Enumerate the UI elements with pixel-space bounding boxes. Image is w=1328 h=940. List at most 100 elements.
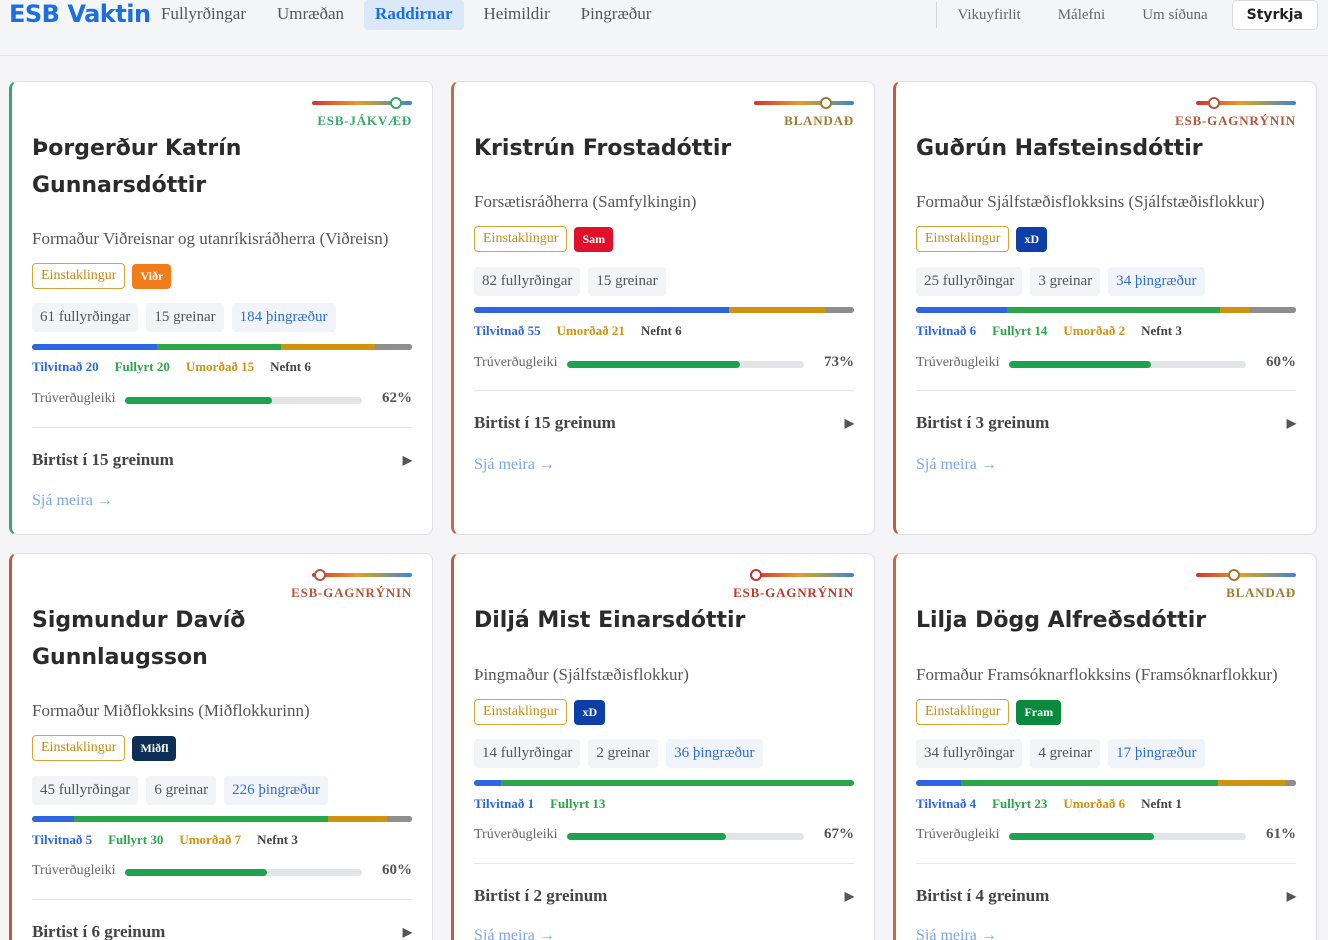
appears-in-label: Birtist í 4 greinum [916, 886, 1050, 905]
bar-tilvitnad [916, 780, 961, 786]
stance-spectrum [1196, 569, 1296, 581]
party-badge: Miðfl [132, 735, 177, 761]
stance-label: ESB-JÁKVÆÐ [317, 113, 412, 128]
badge-row: Einstaklingur Miðfl [32, 735, 177, 761]
credibility-value: 60% [382, 862, 412, 878]
credibility-track [125, 397, 362, 404]
legend-tilvitnad: Tilvitnað 55 [474, 323, 541, 338]
claims-count: 45 fullyrðingar [32, 776, 139, 805]
legend-nefnt: Nefnt 6 [270, 359, 311, 374]
credibility-label: Trúverðugleiki [32, 863, 116, 878]
bar-nefnt [386, 816, 412, 822]
credibility-label: Trúverðugleiki [916, 827, 1000, 842]
nav-malefni[interactable]: Málefni [1057, 6, 1106, 23]
articles-count: 2 greinar [588, 739, 659, 768]
appears-in-toggle[interactable]: Birtist í 2 greinum ▶ [474, 886, 854, 906]
stance-spectrum [750, 569, 854, 581]
person-name[interactable]: Þorgerður Katrín Gunnarsdóttir [32, 136, 242, 198]
appears-in-toggle[interactable]: Birtist í 6 greinum ▶ [32, 922, 412, 940]
party-badge: xD [1016, 226, 1048, 252]
stat-chips: 25 fullyrðingar 3 greinar 34 þingræður [916, 267, 1213, 296]
expand-triangle-icon: ▶ [844, 416, 854, 430]
see-more-link[interactable]: Sjá meira → [916, 927, 997, 940]
bar-umordad [1217, 780, 1285, 786]
speeches-link[interactable]: 17 þingræður [1108, 739, 1205, 768]
credibility-value: 73% [824, 354, 854, 370]
credibility-fill [567, 833, 726, 840]
bar-umordad [1219, 307, 1251, 313]
credibility-fill [1009, 833, 1154, 840]
citation-type-bar [916, 780, 1296, 786]
person-card[interactable]: ESB-GAGNRÝNIN Sigmundur Davíð Gunnlaugss… [9, 553, 433, 940]
nav-raddirnar[interactable]: Raddirnar [364, 0, 464, 30]
bar-umordad [728, 307, 827, 313]
type-badge: Einstaklingur [474, 226, 568, 252]
party-badge: xD [574, 699, 606, 725]
stance-marker [1208, 97, 1220, 109]
stance-spectrum [754, 97, 854, 109]
card-divider [916, 863, 1296, 864]
speeches-link[interactable]: 226 þingræður [224, 776, 329, 805]
credibility-value: 61% [1266, 826, 1296, 842]
person-card[interactable]: ESB-GAGNRÝNIN Guðrún Hafsteinsdóttir For… [893, 81, 1317, 535]
person-card[interactable]: ESB-JÁKVÆÐ Þorgerður Katrín Gunnarsdótti… [9, 81, 433, 535]
person-name[interactable]: Kristrún Frostadóttir [474, 136, 732, 161]
stance-marker [1228, 569, 1240, 581]
appears-in-toggle[interactable]: Birtist í 15 greinum ▶ [474, 413, 854, 433]
claims-count: 61 fullyrðingar [32, 303, 139, 332]
see-more-link[interactable]: Sjá meira → [32, 492, 113, 509]
nav-umraedan[interactable]: Umræðan [277, 4, 345, 23]
person-card[interactable]: ESB-GAGNRÝNIN Diljá Mist Einarsdóttir Þi… [451, 553, 875, 940]
card-divider [916, 390, 1296, 391]
credibility-track [567, 361, 804, 368]
bar-tilvitnad [474, 307, 729, 313]
person-name[interactable]: Lilja Dögg Alfreðsdóttir [916, 608, 1207, 633]
stat-chips: 82 fullyrðingar 15 greinar [474, 267, 674, 296]
legend-fullyrt: Fullyrt 30 [108, 832, 164, 847]
type-badge: Einstaklingur [474, 699, 568, 725]
stat-chips: 14 fullyrðingar 2 greinar 36 þingræður [474, 739, 771, 768]
party-badge: Viðr [132, 263, 172, 289]
bar-fullyrt [501, 780, 854, 786]
appears-in-label: Birtist í 15 greinum [32, 450, 174, 469]
site-logo[interactable]: ESB Vaktin [9, 0, 151, 28]
legend-tilvitnad: Tilvitnað 20 [32, 359, 99, 374]
person-card[interactable]: BLANDAÐ Lilja Dögg Alfreðsdóttir Formaðu… [893, 553, 1317, 940]
bar-tilvitnad [32, 344, 157, 350]
appears-in-toggle[interactable]: Birtist í 3 greinum ▶ [916, 413, 1296, 433]
type-badge: Einstaklingur [916, 699, 1010, 725]
person-name[interactable]: Guðrún Hafsteinsdóttir [916, 136, 1203, 161]
person-name[interactable]: Sigmundur Davíð Gunnlaugsson [32, 608, 246, 670]
person-card[interactable]: BLANDAÐ Kristrún Frostadóttir Forsætisrá… [451, 81, 875, 535]
see-more-link[interactable]: Sjá meira → [474, 927, 555, 940]
bar-umordad [327, 816, 387, 822]
see-more-link[interactable]: Sjá meira → [916, 456, 997, 473]
legend-tilvitnad: Tilvitnað 4 [916, 796, 977, 811]
bar-fullyrt [960, 780, 1218, 786]
citation-type-bar [474, 307, 854, 313]
speeches-link[interactable]: 36 þingræður [666, 739, 763, 768]
legend-fullyrt: Fullyrt 13 [550, 796, 606, 811]
donate-button[interactable]: Styrkja [1231, 0, 1318, 30]
nav-thingraedur[interactable]: Þingræður [580, 4, 652, 23]
see-more-link[interactable]: Sjá meira → [474, 456, 555, 473]
nav-fullyrdingar[interactable]: Fullyrðingar [161, 4, 246, 23]
bar-nefnt [374, 344, 412, 350]
speeches-link[interactable]: 184 þingræður [231, 303, 336, 332]
nav-um-siduna[interactable]: Um síðuna [1142, 6, 1208, 23]
credibility-label: Trúverðugleiki [916, 355, 1000, 370]
person-role: Forsætisráðherra (Samfylkingin) [474, 192, 697, 211]
stance-spectrum [312, 97, 412, 109]
nav-vikuyfirlit[interactable]: Vikuyfirlit [957, 6, 1021, 23]
expand-triangle-icon: ▶ [844, 889, 854, 903]
bar-nefnt [826, 307, 854, 313]
credibility-fill [125, 397, 272, 404]
person-name[interactable]: Diljá Mist Einarsdóttir [474, 608, 746, 633]
card-divider [474, 863, 854, 864]
citation-legend: Tilvitnað 55 Umorðað 21 Nefnt 6 [474, 323, 698, 339]
nav-heimildir[interactable]: Heimildir [483, 4, 550, 23]
appears-in-toggle[interactable]: Birtist í 4 greinum ▶ [916, 886, 1296, 906]
claims-count: 34 fullyrðingar [916, 739, 1023, 768]
speeches-link[interactable]: 34 þingræður [1108, 267, 1205, 296]
appears-in-toggle[interactable]: Birtist í 15 greinum ▶ [32, 450, 412, 470]
